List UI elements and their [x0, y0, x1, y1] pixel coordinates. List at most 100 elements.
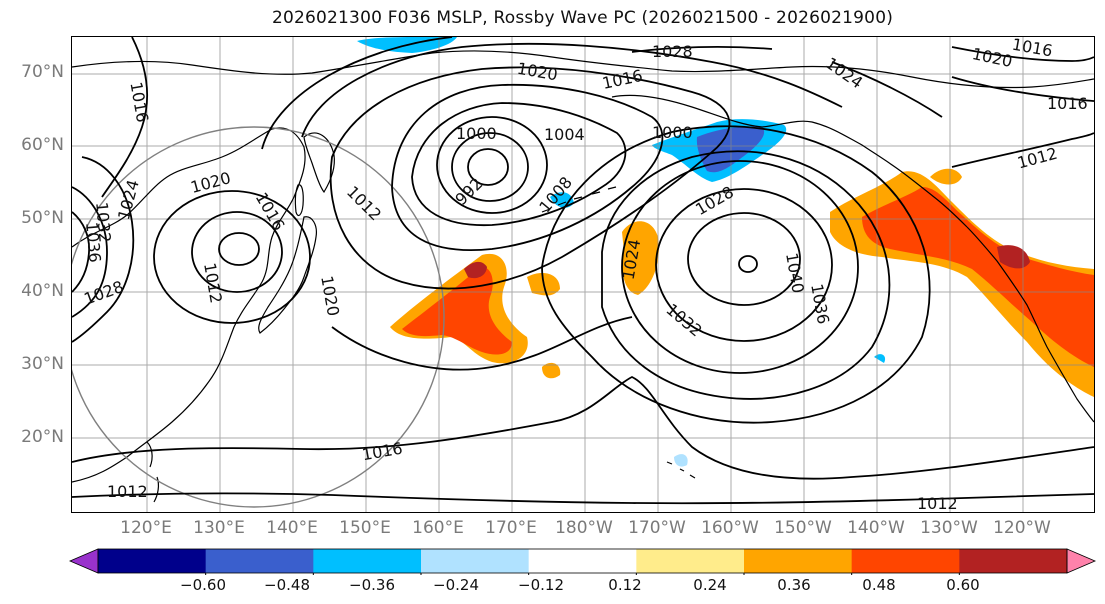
- negative-anomaly-patch: [874, 354, 886, 363]
- isobar-1012-east: [951, 132, 1094, 168]
- positive-anomaly-patch: [464, 261, 487, 279]
- contour-label: 1024: [822, 53, 866, 92]
- contour-label: 1012: [1015, 144, 1059, 173]
- contour-label: 1000: [652, 123, 693, 142]
- contour-label: 1012: [343, 182, 385, 224]
- lat-label-70n: 70°N: [21, 62, 64, 82]
- mslp-map: 1016 1028 1020 1016 1024 1016 1020 1016 …: [72, 37, 1094, 512]
- lat-label-30n: 30°N: [21, 354, 64, 374]
- lat-label-40n: 40°N: [21, 281, 64, 301]
- contour-label: 1012: [200, 261, 226, 304]
- isobar-1028-north: [631, 45, 773, 53]
- lon-label: 170°E: [485, 518, 537, 538]
- colorbar: [68, 548, 1097, 575]
- contour-label: 1020: [970, 44, 1014, 71]
- isobar-1036: [655, 188, 833, 342]
- lon-label: 150°E: [339, 518, 391, 538]
- lon-label: 120°E: [120, 518, 172, 538]
- colorbar-segment: [528, 549, 637, 573]
- positive-anomaly-patch: [930, 168, 962, 185]
- lat-label-20n: 20°N: [21, 427, 64, 447]
- colorbar-segment: [636, 549, 745, 573]
- isobar-1024-siberia: [72, 156, 135, 343]
- colorbar-tick-label: 0.12: [608, 576, 642, 594]
- contour-label: 1020: [516, 59, 559, 85]
- colorbar-segment: [98, 549, 207, 573]
- colorbar-extend-max: [1066, 548, 1097, 574]
- lon-label: 140°W: [847, 518, 905, 538]
- map-panel: 1016 1028 1020 1016 1024 1016 1020 1016 …: [71, 36, 1095, 513]
- colorbar-tick-label: −0.48: [264, 576, 310, 594]
- contour-label: 1004: [544, 125, 585, 144]
- isobar-1020-low: [261, 37, 453, 150]
- colorbar-tick-label: −0.36: [349, 576, 395, 594]
- contour-label: 1032: [662, 300, 705, 341]
- isobar-1016-low: [301, 42, 843, 138]
- colorbar-segment: [959, 549, 1068, 573]
- isobar-1020-asia: [153, 190, 311, 324]
- colorbar-segment: [205, 549, 314, 573]
- isobar-992-low: [467, 148, 509, 186]
- colorbar-segments: [68, 548, 1097, 574]
- lon-label: 180°W: [555, 518, 613, 538]
- isobar-1028-siberia: [72, 186, 108, 318]
- map-title: 2026021300 F036 MSLP, Rossby Wave PC (20…: [271, 8, 894, 28]
- contour-label: 1028: [81, 277, 126, 309]
- isobar-1020-east: [951, 46, 1094, 62]
- lon-label: 120°W: [993, 518, 1051, 538]
- colorbar-segment: [421, 549, 530, 573]
- positive-anomaly-patch: [402, 266, 512, 355]
- colorbar-segment: [744, 549, 853, 573]
- lon-label: 160°W: [701, 518, 759, 538]
- arctic-coastline: [72, 50, 1094, 89]
- isobar-1008: [391, 83, 664, 251]
- isobar-1012: [329, 66, 731, 290]
- colorbar-tick-label: −0.12: [518, 576, 564, 594]
- asia-coastline: [72, 127, 306, 483]
- contour-label: 1016: [1047, 94, 1088, 113]
- lat-label-50n: 50°N: [21, 208, 64, 228]
- contour-label: 1012: [917, 494, 958, 512]
- contour-label: 1016: [252, 189, 289, 234]
- lon-label: 170°W: [628, 518, 686, 538]
- contour-label: 1028: [652, 42, 693, 61]
- anomaly-shading: [357, 37, 1094, 467]
- isobar-1016-subtropical: [72, 375, 1094, 480]
- colorbar-ticks: [205, 573, 960, 575]
- isobar-1000-low: [436, 116, 548, 214]
- coastlines: [72, 50, 1094, 503]
- alaska-coastline: [611, 94, 968, 228]
- negative-anomaly-patch: [674, 454, 688, 467]
- graticule: [72, 37, 1094, 512]
- contour-label: 1000: [456, 124, 497, 143]
- colorbar-outline: [97, 548, 1068, 574]
- hawaiian-islands: [666, 461, 696, 479]
- isobar-high-center: [738, 255, 758, 273]
- aleutian-islands: [541, 186, 617, 213]
- contour-label: 1016: [361, 439, 404, 465]
- lon-label: 150°W: [774, 518, 832, 538]
- isobar-1016-east: [951, 76, 1094, 102]
- isobar-996-low: [451, 132, 529, 202]
- negative-anomaly-patch: [696, 126, 765, 173]
- reference-circle: [72, 126, 445, 508]
- isobar-1032-siberia: [72, 211, 90, 293]
- colorbar-tick-label: 0.60: [946, 576, 980, 594]
- isobar-1016-asia: [191, 211, 283, 293]
- colorbar-tick-label: 0.48: [862, 576, 896, 594]
- positive-anomaly-patch: [542, 362, 561, 379]
- colorbar-tick-label: −0.24: [433, 576, 479, 594]
- contour-label: 1012: [107, 482, 148, 501]
- north-america-coastline: [966, 226, 1094, 423]
- lon-label: 130°E: [193, 518, 245, 538]
- lon-label: 140°E: [266, 518, 318, 538]
- isobar-1012-asia: [218, 232, 260, 266]
- contour-label: 992: [451, 174, 486, 209]
- colorbar-tick-label: 0.36: [777, 576, 811, 594]
- colorbar-segment: [313, 549, 422, 573]
- isobar-1032: [621, 160, 859, 374]
- lon-label: 130°W: [920, 518, 978, 538]
- colorbar-segment: [851, 549, 960, 573]
- isobar-1016-west: [101, 37, 149, 198]
- colorbar-tick-label: 0.24: [693, 576, 727, 594]
